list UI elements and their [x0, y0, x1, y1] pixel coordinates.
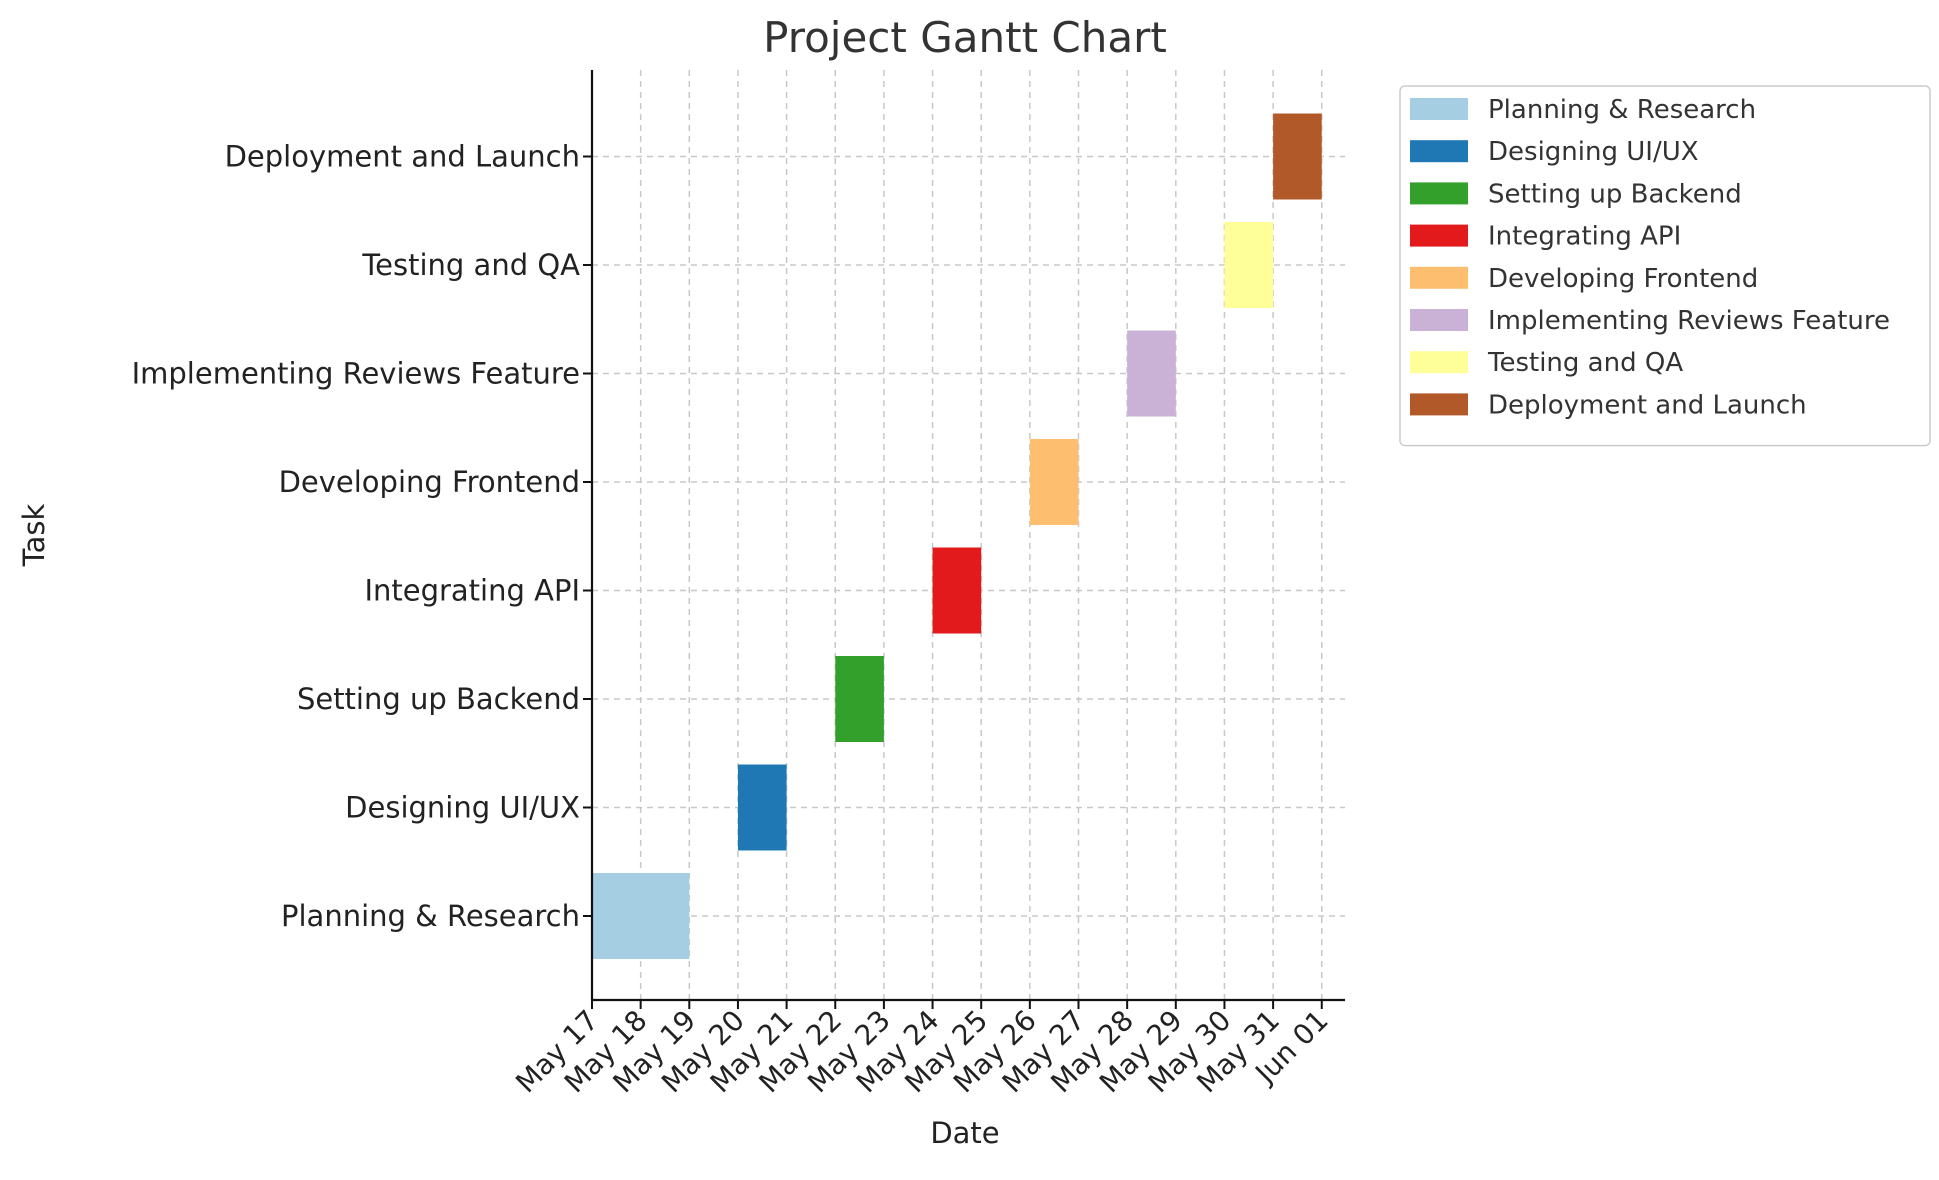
gantt-bar [932, 547, 982, 634]
legend-entry: Designing UI/UX [1488, 137, 1699, 167]
y-tick-label: Implementing Reviews Feature [132, 357, 580, 391]
legend-swatch [1410, 224, 1468, 247]
legend-swatch [1410, 140, 1468, 163]
grid [591, 70, 1345, 1000]
gantt-bar [835, 656, 884, 742]
legend-entry: Testing and QA [1487, 348, 1683, 378]
gantt-bar [1273, 113, 1322, 200]
legend-swatch [1410, 309, 1468, 331]
legend-swatch [1410, 351, 1468, 374]
legend-entry: Integrating API [1488, 222, 1681, 252]
y-tick-label: Testing and QA [361, 248, 580, 282]
y-tick-label: Deployment and Launch [225, 140, 580, 174]
legend-entry: Developing Frontend [1488, 264, 1758, 294]
chart-title: Project Gantt Chart [763, 13, 1167, 62]
gantt-bar [1224, 222, 1274, 308]
y-tick-label: Planning & Research [281, 899, 580, 933]
legend-swatch [1410, 393, 1468, 416]
axes [583, 70, 1345, 1009]
legend: Planning & Research Designing UI/UX Settin… [1399, 85, 1931, 447]
bars [592, 113, 1322, 959]
gantt-bar [737, 764, 787, 851]
y-tick-label: Setting up Backend [297, 682, 580, 716]
legend-entry: Planning & Research [1488, 95, 1756, 125]
legend-frame [1399, 85, 1931, 447]
legend-swatch [1410, 182, 1468, 205]
legend-entry: Deployment and Launch [1488, 390, 1807, 420]
gantt-bar [1127, 330, 1176, 417]
legend-entry: Setting up Backend [1488, 179, 1742, 209]
legend-swatch [1410, 266, 1468, 289]
legend-entry: Implementing Reviews Feature [1488, 306, 1890, 336]
legend-swatch [1410, 98, 1468, 120]
x-axis-label: Date [930, 1116, 999, 1150]
gantt-bar [1029, 439, 1079, 525]
y-tick-labels: Planning & Research Designing UI/UX Settin… [132, 140, 581, 934]
y-axis-label: Task [17, 504, 51, 568]
y-tick-label: Designing UI/UX [345, 791, 580, 825]
y-tick-label: Integrating API [364, 574, 580, 608]
gantt-bar [592, 873, 690, 959]
y-tick-label: Developing Frontend [279, 465, 580, 499]
